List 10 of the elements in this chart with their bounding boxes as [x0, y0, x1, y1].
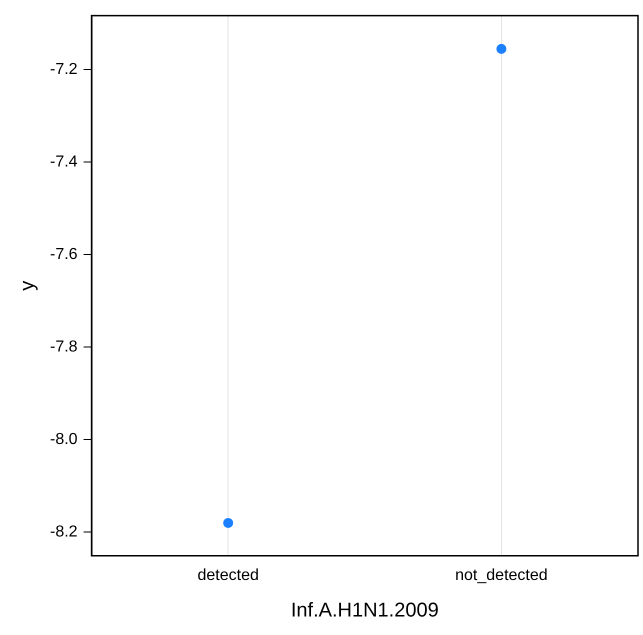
y-tick-label: -7.4	[50, 154, 78, 171]
x-axis-title: Inf.A.H1N1.2009	[290, 600, 439, 622]
y-tick-label: -7.2	[50, 61, 78, 78]
y-tick-label: -8.0	[50, 431, 78, 448]
y-tick-label: -8.2	[50, 524, 78, 541]
y-tick-label: -7.6	[50, 246, 78, 264]
x-tick-label: not_detected	[455, 566, 548, 584]
y-tick-label: -7.8	[50, 338, 78, 356]
x-tick-label: detected	[197, 566, 259, 584]
y-axis-title: y	[16, 280, 39, 291]
